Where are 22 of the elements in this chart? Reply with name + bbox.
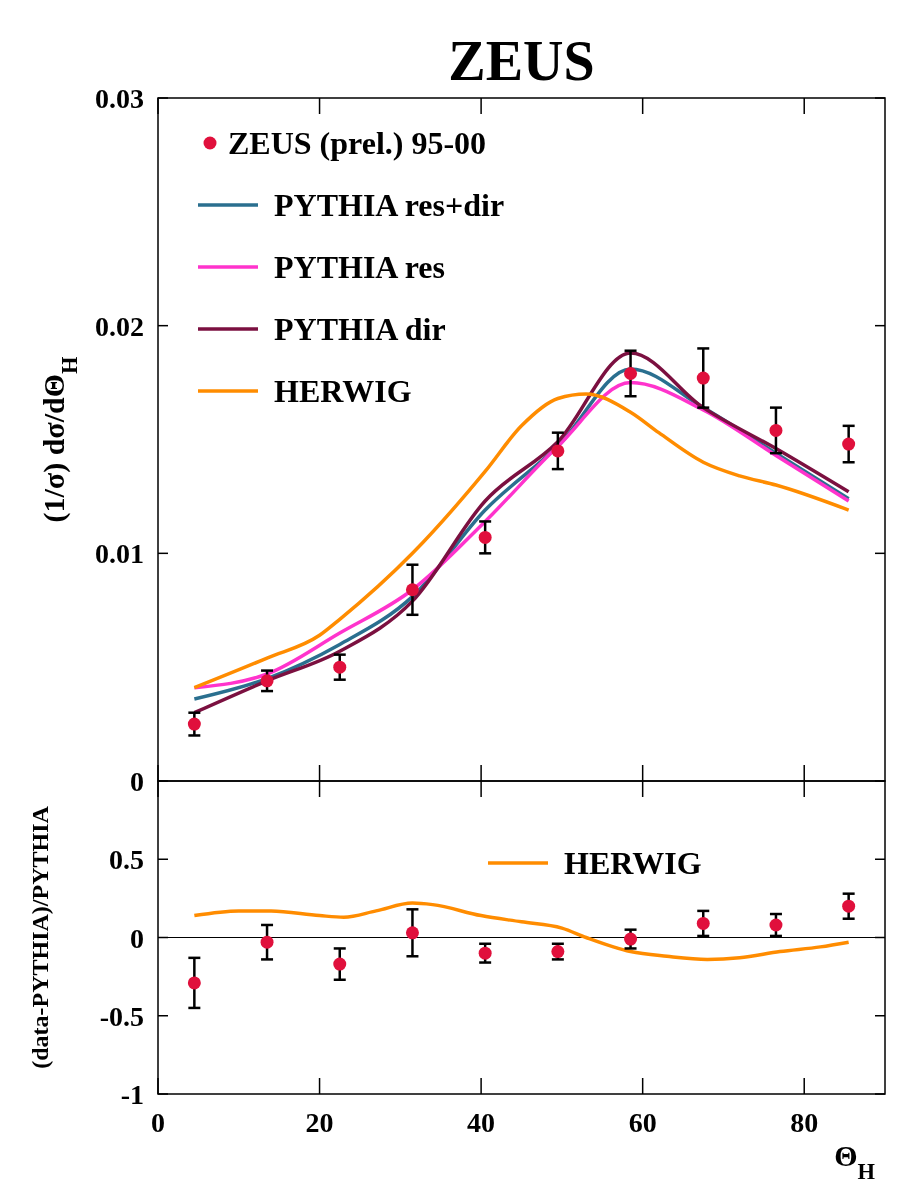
x-tick-label: 60 (628, 1107, 657, 1138)
y-tick-label: -1 (120, 1079, 144, 1110)
y-tick-label: 0 (130, 766, 144, 797)
x-tick-label: 80 (790, 1107, 819, 1138)
legend-label: PYTHIA dir (274, 311, 446, 347)
y-tick-label: -0.5 (99, 1000, 144, 1032)
x-tick-label: 20 (305, 1107, 334, 1138)
legend-label: HERWIG (274, 373, 412, 409)
y-tick-label: 0.01 (95, 538, 144, 570)
x-axis-title: Θ$_{H}$ (834, 1139, 876, 1184)
y-tick-label: 0.02 (95, 310, 144, 342)
legend-label: PYTHIA res+dir (274, 187, 505, 223)
legend-label: HERWIG (564, 845, 702, 881)
x-tick-label: 40 (467, 1107, 496, 1138)
y-tick-label: 0.03 (95, 83, 144, 114)
y-tick-label: 0 (130, 922, 144, 954)
legend-label: PYTHIA res (274, 249, 445, 285)
legend-label: ZEUS (prel.) 95-00 (228, 125, 487, 161)
y-tick-label: 0.5 (109, 844, 144, 876)
x-tick-label: 0 (151, 1107, 165, 1138)
chart-title: ZEUS (448, 30, 595, 92)
y-axis-title: (data-PYTHIA)/PYTHIA (27, 805, 53, 1069)
